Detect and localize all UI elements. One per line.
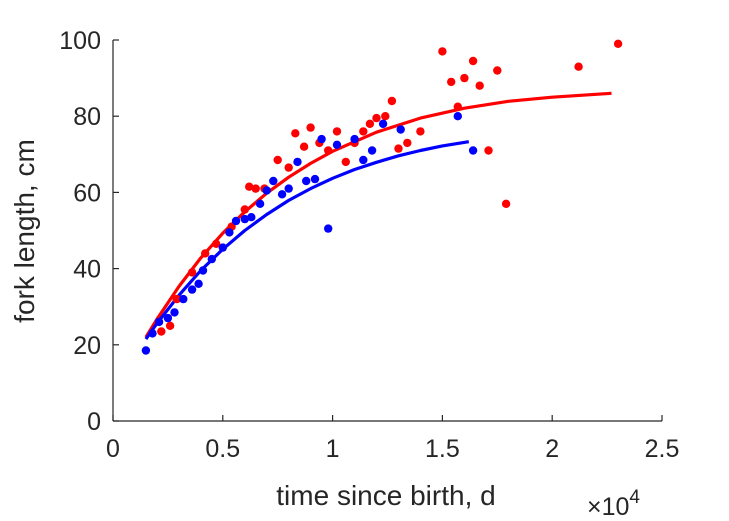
- fit-curve-red: [144, 91, 612, 339]
- x-tick-label: 2: [545, 435, 559, 463]
- data-point-red: [475, 81, 484, 90]
- data-point-blue: [367, 146, 377, 155]
- y-tick-label: 40: [73, 256, 101, 284]
- x-axis-label: time since birth, d: [276, 480, 495, 511]
- fit-curve-blue: [144, 140, 470, 341]
- data-points: [141, 39, 623, 355]
- data-point-red: [403, 138, 412, 148]
- data-point-blue: [378, 119, 388, 128]
- data-point-red: [468, 56, 478, 66]
- y-tick-label: 60: [73, 179, 101, 207]
- data-point-blue: [170, 308, 179, 317]
- data-point-red: [438, 47, 447, 56]
- data-point-red: [365, 119, 375, 128]
- fit-curves: [144, 91, 612, 341]
- data-point-red: [416, 127, 425, 136]
- data-point-red: [324, 146, 333, 155]
- data-point-blue: [324, 224, 333, 233]
- data-point-red: [240, 205, 249, 214]
- data-point-blue: [163, 313, 173, 323]
- data-point-blue: [277, 190, 287, 199]
- data-point-red: [251, 184, 260, 193]
- data-point-blue: [154, 317, 164, 327]
- data-point-red: [341, 157, 350, 167]
- data-point-blue: [225, 228, 234, 237]
- y-tick-label: 80: [73, 103, 101, 131]
- y-tick-label: 0: [87, 408, 101, 436]
- data-point-blue: [302, 176, 311, 186]
- x-tick-label: 1: [326, 435, 340, 463]
- data-point-blue: [231, 216, 241, 226]
- data-point-red: [493, 66, 502, 75]
- data-point-blue: [269, 176, 278, 186]
- x-multiplier: ×10: [587, 493, 629, 521]
- data-point-blue: [310, 174, 320, 184]
- data-point-blue: [179, 294, 188, 304]
- y-tick-label: 20: [73, 332, 101, 360]
- data-point-blue: [148, 329, 157, 338]
- data-point-blue: [262, 186, 271, 195]
- data-point-red: [381, 112, 390, 121]
- data-point-blue: [359, 155, 368, 165]
- data-point-red: [372, 113, 381, 123]
- data-point-red: [165, 321, 175, 330]
- data-point-red: [501, 199, 511, 208]
- y-ticks: 0 20 40 60 80 100: [59, 27, 119, 436]
- data-point-blue: [255, 199, 265, 208]
- x-tick-label: 1.5: [425, 435, 460, 463]
- data-point-blue: [350, 134, 359, 144]
- data-point-red: [484, 146, 493, 155]
- data-point-red: [394, 144, 403, 153]
- y-axis-label: fork length, cm: [9, 139, 40, 323]
- data-point-red: [245, 182, 254, 191]
- data-point-red: [299, 142, 309, 151]
- data-point-red: [359, 127, 368, 136]
- data-point-red: [447, 77, 456, 87]
- data-point-red: [172, 294, 181, 304]
- data-point-red: [387, 96, 397, 106]
- data-point-blue: [468, 146, 478, 155]
- data-point-red: [574, 62, 583, 71]
- x-exponent-label: ×104: [587, 487, 640, 521]
- x-exponent: 4: [629, 487, 640, 508]
- data-point-red: [453, 102, 462, 111]
- x-ticks: 0 0.5 1 1.5 2 2.5: [106, 415, 679, 463]
- x-tick-label: 2.5: [645, 435, 680, 463]
- data-point-blue: [194, 279, 203, 288]
- data-point-blue: [207, 254, 216, 264]
- data-point-blue: [332, 140, 342, 149]
- data-point-red: [613, 39, 623, 48]
- data-point-blue: [396, 125, 405, 134]
- data-point-blue: [141, 346, 151, 355]
- y-tick-label: 100: [59, 27, 101, 55]
- data-point-blue: [293, 157, 302, 167]
- data-point-red: [187, 268, 197, 277]
- data-point-red: [273, 155, 282, 165]
- data-point-red: [284, 163, 293, 172]
- data-point-blue: [240, 214, 249, 224]
- x-tick-label: 0.5: [205, 435, 240, 463]
- data-point-red: [291, 129, 300, 138]
- data-point-blue: [284, 184, 293, 193]
- data-point-red: [306, 123, 315, 132]
- data-point-red: [212, 239, 221, 248]
- data-point-blue: [247, 213, 256, 222]
- data-point-blue: [453, 112, 462, 121]
- data-point-blue: [317, 134, 326, 144]
- data-point-red: [201, 249, 210, 258]
- data-point-blue: [218, 243, 227, 252]
- data-point-red: [460, 73, 469, 83]
- axes: [112, 40, 662, 422]
- data-point-blue: [187, 285, 197, 294]
- data-point-blue: [198, 266, 208, 275]
- data-point-red: [157, 327, 166, 336]
- x-tick-label: 0: [106, 435, 120, 463]
- data-point-red: [332, 127, 342, 136]
